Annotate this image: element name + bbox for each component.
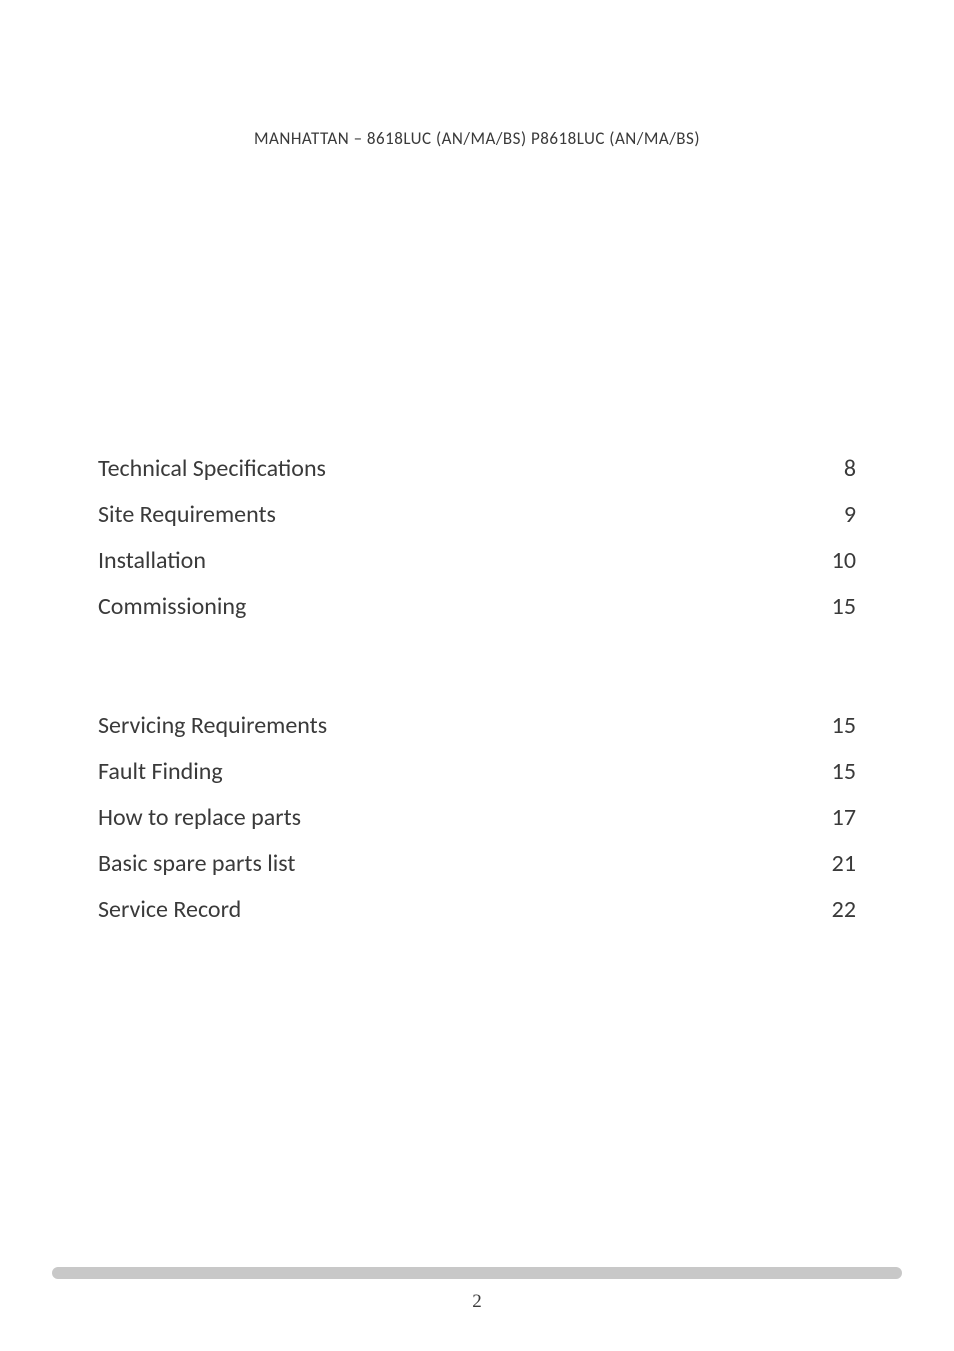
- page-number: 2: [0, 1291, 954, 1313]
- toc-row: Technical Specifications 8: [98, 454, 856, 483]
- toc-item-title: Service Record: [98, 895, 241, 924]
- toc-item-title: Installation: [98, 546, 206, 575]
- toc-row: Basic spare parts list 21: [98, 849, 856, 878]
- toc-item-page: 9: [844, 500, 856, 529]
- toc-item-page: 21: [832, 849, 856, 878]
- toc-row: Installation 10: [98, 546, 856, 575]
- toc-item-title: Commissioning: [98, 592, 246, 621]
- toc-item-page: 22: [832, 895, 856, 924]
- footer-divider-bar: [52, 1267, 902, 1279]
- toc-item-title: How to replace parts: [98, 803, 301, 832]
- toc-row: How to replace parts 17: [98, 803, 856, 832]
- toc-item-title: Servicing Requirements: [98, 711, 327, 740]
- toc-item-page: 10: [832, 546, 856, 575]
- toc-row: Service Record 22: [98, 895, 856, 924]
- toc-item-page: 15: [832, 757, 856, 786]
- toc-row: Site Requirements 9: [98, 500, 856, 529]
- toc-item-page: 15: [832, 711, 856, 740]
- toc-content: Technical Specifications 8 Site Requirem…: [0, 454, 954, 924]
- toc-item-title: Technical Specifications: [98, 454, 326, 483]
- toc-section-1: Technical Specifications 8 Site Requirem…: [98, 454, 856, 621]
- toc-item-page: 15: [832, 592, 856, 621]
- toc-item-title: Basic spare parts list: [98, 849, 295, 878]
- toc-item-title: Site Requirements: [98, 500, 276, 529]
- toc-item-title: Fault Finding: [98, 757, 223, 786]
- toc-item-page: 8: [844, 454, 856, 483]
- toc-row: Fault Finding 15: [98, 757, 856, 786]
- document-header: MANHATTAN – 8618LUC (AN/MA/BS) P8618LUC …: [0, 0, 954, 149]
- toc-row: Commissioning 15: [98, 592, 856, 621]
- toc-row: Servicing Requirements 15: [98, 711, 856, 740]
- toc-item-page: 17: [832, 803, 856, 832]
- toc-section-2: Servicing Requirements 15 Fault Finding …: [98, 711, 856, 924]
